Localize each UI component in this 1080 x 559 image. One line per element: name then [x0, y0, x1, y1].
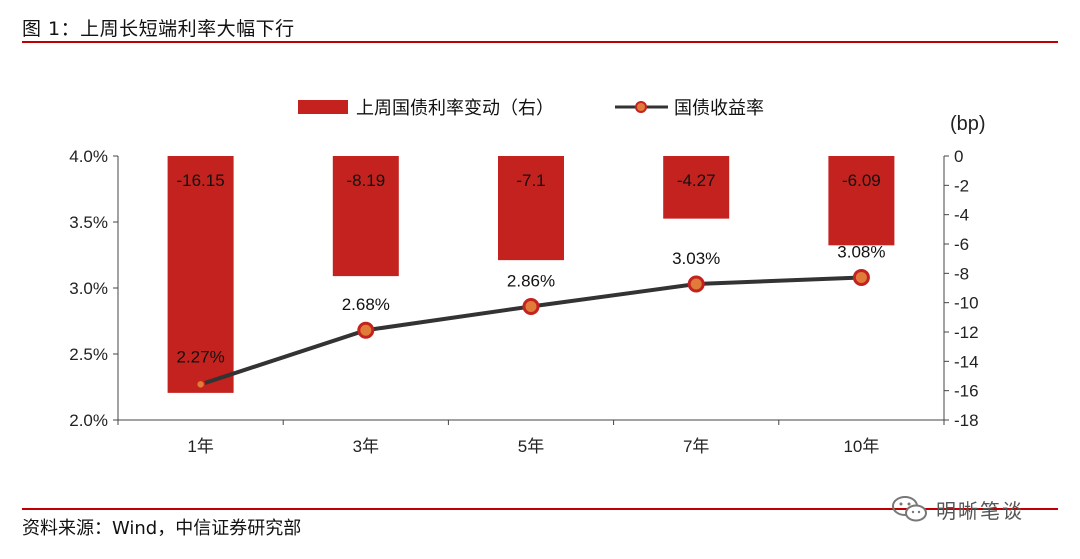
- source-note: 资料来源：Wind，中信证券研究部: [22, 518, 302, 539]
- yield-data-label: 2.86%: [507, 271, 555, 290]
- x-tick-label: 3年: [353, 437, 379, 456]
- watermark: 明晰笔谈: [890, 494, 1024, 524]
- bar-data-label: -6.09: [842, 171, 881, 190]
- left-tick-label: 2.0%: [69, 411, 108, 430]
- wechat-icon: [892, 496, 927, 522]
- bar: [332, 156, 399, 277]
- yield-point: [852, 268, 870, 286]
- yield-point: [687, 275, 705, 293]
- legend-bar-label: 上周国债利率变动（右）: [356, 98, 554, 119]
- yield-data-label: 2.68%: [342, 295, 390, 314]
- bar-data-label: -16.15: [176, 171, 224, 190]
- yield-point: [195, 379, 206, 390]
- right-tick-label: -12: [954, 323, 979, 342]
- left-tick-label: 4.0%: [69, 147, 108, 166]
- left-tick-label: 3.0%: [69, 279, 108, 298]
- right-tick-label: -8: [954, 264, 969, 283]
- yield-point: [522, 297, 540, 315]
- title-rule: [22, 41, 1058, 43]
- bar: [498, 156, 564, 261]
- watermark-text: 明晰笔谈: [936, 498, 1024, 523]
- x-tick-label: 7年: [683, 437, 709, 456]
- legend: 上周国债利率变动（右） 国债收益率: [298, 98, 764, 119]
- right-tick-label: -10: [954, 294, 979, 313]
- chart: 上周国债利率变动（右） 国债收益率 (bp) 2.0% 2.5% 3.0% 3.5% 4…: [69, 98, 986, 456]
- bar-data-label: -7.1: [516, 171, 545, 190]
- legend-line-marker: [635, 101, 647, 113]
- right-tick-label: -14: [954, 352, 979, 371]
- right-axis-unit: (bp): [950, 113, 986, 135]
- right-tick-label: -4: [954, 206, 969, 225]
- right-tick-label: -6: [954, 235, 969, 254]
- yield-point: [357, 321, 375, 339]
- x-tick-label: 5年: [518, 437, 544, 456]
- bar: [663, 156, 730, 219]
- yield-data-label: 3.08%: [837, 242, 885, 261]
- x-tick-label: 1年: [187, 437, 213, 456]
- left-tick-label: 3.5%: [69, 213, 108, 232]
- bar: [828, 156, 895, 246]
- figure-title: 图 1：上周长短端利率大幅下行: [22, 18, 295, 40]
- legend-line-label: 国债收益率: [674, 98, 764, 119]
- source-rule: [22, 508, 1058, 510]
- yield-line: [199, 275, 862, 387]
- yield-data-label: 3.03%: [672, 249, 720, 268]
- bar-data-label: -4.27: [677, 171, 716, 190]
- yield-data-label: 2.27%: [176, 347, 224, 366]
- left-tick-label: 2.5%: [69, 345, 108, 364]
- right-tick-label: -16: [954, 382, 979, 401]
- right-tick-label: -2: [954, 176, 969, 195]
- right-tick-label: 0: [954, 147, 963, 166]
- bar: [167, 156, 234, 393]
- bar-data-label: -8.19: [346, 171, 385, 190]
- legend-bar-swatch: [298, 100, 348, 114]
- right-tick-label: -18: [954, 411, 979, 430]
- x-tick-label: 10年: [843, 437, 879, 456]
- plot-area: 2.0% 2.5% 3.0% 3.5% 4.0% 0 -2 -4 -6 -8 -10 -12 -14 -1…: [69, 147, 978, 456]
